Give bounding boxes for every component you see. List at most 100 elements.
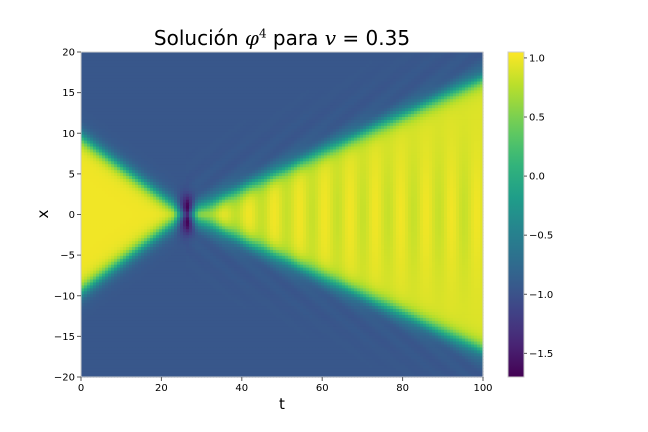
heatmap-cell xyxy=(216,75,220,80)
heatmap-cell xyxy=(201,117,205,121)
heatmap-cell xyxy=(132,119,136,124)
heatmap-cell xyxy=(480,137,484,142)
heatmap-cell xyxy=(291,146,295,151)
heatmap-cell xyxy=(99,140,103,145)
heatmap-cell xyxy=(177,158,181,162)
heatmap-cell xyxy=(303,125,307,130)
heatmap-cell xyxy=(198,81,202,86)
heatmap-cell xyxy=(333,102,337,106)
heatmap-cell xyxy=(93,93,97,97)
heatmap-cell xyxy=(216,63,220,68)
heatmap-cell xyxy=(408,131,412,136)
heatmap-cell xyxy=(429,108,433,112)
heatmap-cell xyxy=(171,54,175,59)
heatmap-cell xyxy=(108,87,112,91)
heatmap-cell xyxy=(333,140,337,145)
heatmap-cell xyxy=(453,117,457,121)
heatmap-cell xyxy=(168,134,172,139)
heatmap-cell xyxy=(474,90,478,94)
heatmap-cell xyxy=(255,155,259,159)
heatmap-cell xyxy=(255,81,259,86)
heatmap-cell xyxy=(363,119,367,124)
heatmap-cell xyxy=(153,93,157,97)
heatmap-cell xyxy=(117,90,121,94)
heatmap-cell xyxy=(345,93,349,97)
heatmap-cell xyxy=(156,134,160,139)
heatmap-cell xyxy=(390,72,394,77)
heatmap-cell xyxy=(264,149,268,154)
heatmap-cell xyxy=(330,66,334,71)
heatmap-cell xyxy=(90,72,94,77)
heatmap-cell xyxy=(375,111,379,115)
heatmap-cell xyxy=(249,93,253,97)
heatmap-cell xyxy=(138,93,142,97)
heatmap-cell xyxy=(372,84,376,89)
heatmap-cell xyxy=(195,137,199,142)
heatmap-cell xyxy=(471,146,475,151)
heatmap-cell xyxy=(240,155,244,159)
heatmap-cell xyxy=(96,90,100,94)
heatmap-cell xyxy=(258,99,262,103)
heatmap-cell xyxy=(339,146,343,151)
heatmap-cell xyxy=(300,60,304,65)
heatmap-cell xyxy=(249,99,253,103)
heatmap-cell xyxy=(297,63,301,68)
heatmap-cell xyxy=(144,137,148,142)
heatmap-cell xyxy=(456,143,460,148)
heatmap-cell xyxy=(213,131,217,136)
heatmap-cell xyxy=(417,57,421,62)
heatmap-cell xyxy=(381,111,385,115)
heatmap-cell xyxy=(144,105,148,109)
heatmap-cell xyxy=(357,140,361,145)
heatmap-cell xyxy=(453,134,457,139)
heatmap-cell xyxy=(417,72,421,77)
heatmap-cell xyxy=(177,152,181,156)
heatmap-cell xyxy=(156,149,160,154)
heatmap-cell xyxy=(351,152,355,156)
heatmap-cell xyxy=(384,54,388,59)
heatmap-cell xyxy=(213,117,217,121)
heatmap-cell xyxy=(129,158,133,162)
heatmap-cell xyxy=(102,119,106,124)
heatmap-cell xyxy=(447,90,451,94)
heatmap-cell xyxy=(123,119,127,124)
heatmap-cell xyxy=(291,119,295,124)
heatmap-cell xyxy=(429,78,433,83)
heatmap-cell xyxy=(105,143,109,148)
heatmap-cell xyxy=(249,114,253,118)
heatmap-cell xyxy=(366,143,370,148)
heatmap-cell xyxy=(318,54,322,59)
heatmap-cell xyxy=(279,93,283,97)
heatmap-cell xyxy=(318,96,322,100)
heatmap-cell xyxy=(177,122,181,127)
heatmap-cell xyxy=(141,134,145,139)
heatmap-cell xyxy=(351,114,355,118)
heatmap-cell xyxy=(198,140,202,145)
heatmap-cell xyxy=(264,66,268,71)
heatmap-cell xyxy=(279,52,283,56)
heatmap-cell xyxy=(324,111,328,115)
heatmap-cell xyxy=(405,66,409,71)
heatmap-cell xyxy=(477,99,481,103)
heatmap-cell xyxy=(357,72,361,77)
heatmap-cell xyxy=(345,78,349,83)
heatmap-cell xyxy=(129,137,133,142)
heatmap-cell xyxy=(450,72,454,77)
heatmap-cell xyxy=(201,87,205,91)
heatmap-cell xyxy=(288,128,292,133)
heatmap-cell xyxy=(210,143,214,148)
heatmap-cell xyxy=(117,114,121,118)
heatmap-cell xyxy=(378,84,382,89)
heatmap-cell xyxy=(474,152,478,156)
heatmap-cell xyxy=(345,131,349,136)
heatmap-cell xyxy=(336,108,340,112)
heatmap-cell xyxy=(162,134,166,139)
heatmap-cell xyxy=(450,54,454,59)
heatmap-cell xyxy=(342,111,346,115)
heatmap-cell xyxy=(84,117,88,121)
heatmap-cell xyxy=(477,143,481,148)
heatmap-cell xyxy=(375,66,379,71)
heatmap-cell xyxy=(414,131,418,136)
heatmap-cell xyxy=(402,54,406,59)
